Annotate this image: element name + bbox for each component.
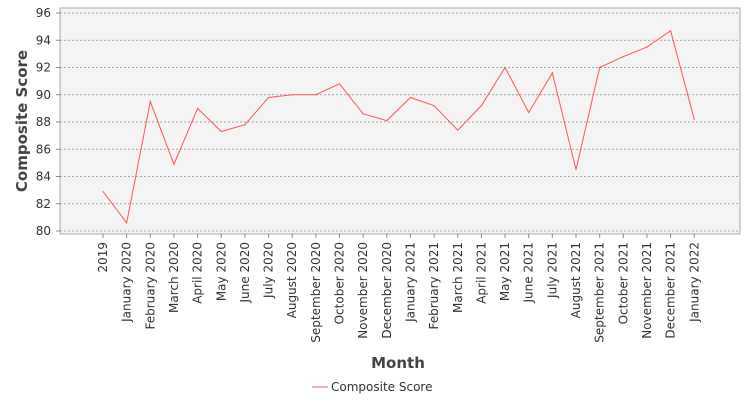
- data-point: [102, 190, 104, 193]
- x-tick-label: January 2021: [403, 242, 417, 323]
- x-tick-label: March 2020: [167, 242, 181, 313]
- data-point: [291, 94, 293, 96]
- data-point: [670, 30, 672, 32]
- x-axis-title: Month: [371, 354, 425, 372]
- data-point: [433, 105, 435, 107]
- x-tick-label: November 2020: [356, 242, 370, 339]
- series-line: [102, 29, 695, 225]
- data-point: [504, 66, 506, 69]
- data-point: [244, 124, 246, 126]
- x-tick-label: August 2020: [285, 242, 299, 318]
- x-tick-label: June 2020: [238, 242, 252, 304]
- data-point: [126, 222, 128, 224]
- y-tick-label: 80: [36, 224, 51, 238]
- y-tick-label: 84: [36, 170, 51, 184]
- data-point: [149, 100, 151, 103]
- x-tick-label: January 2022: [687, 242, 701, 323]
- data-point: [693, 118, 695, 120]
- plot-area: [59, 7, 741, 235]
- x-tick-label: December 2021: [664, 242, 678, 339]
- legend: Composite Score: [312, 380, 432, 394]
- y-axis-ticks: 80 82 84 86 88 90 92 94 96: [36, 6, 60, 238]
- grid-lines: [60, 12, 740, 232]
- y-tick-label: 94: [36, 33, 51, 47]
- y-tick-label: 96: [36, 6, 51, 20]
- data-point: [386, 120, 388, 122]
- x-tick-label: July 2020: [262, 242, 276, 299]
- data-point: [575, 169, 577, 171]
- x-tick-label: September 2021: [593, 242, 607, 343]
- data-point: [599, 66, 601, 69]
- y-tick-label: 82: [36, 197, 51, 211]
- y-tick-label: 92: [36, 61, 51, 75]
- data-point: [551, 72, 553, 74]
- data-point: [528, 111, 530, 114]
- x-tick-label: July 2021: [545, 242, 559, 299]
- x-tick-label: April 2021: [474, 242, 488, 304]
- x-tick-label: December 2020: [380, 242, 394, 339]
- y-tick-label: 86: [36, 142, 51, 156]
- data-point: [220, 130, 222, 133]
- data-point: [267, 96, 270, 99]
- x-tick-label: October 2021: [616, 242, 630, 324]
- x-tick-label: May 2020: [214, 242, 228, 301]
- data-point: [409, 96, 412, 99]
- data-point: [173, 163, 175, 165]
- x-tick-label: September 2020: [309, 242, 323, 343]
- data-point: [315, 94, 317, 96]
- x-axis-ticks: 2019 January 2020 February 2020 March 2020 A…: [96, 234, 701, 343]
- data-point: [338, 83, 341, 85]
- x-tick-label: March 2021: [451, 242, 465, 313]
- x-tick-label: November 2021: [640, 242, 654, 339]
- x-tick-label: October 2020: [333, 242, 347, 324]
- x-tick-label: May 2021: [498, 242, 512, 301]
- data-point: [362, 113, 364, 115]
- data-point: [646, 46, 648, 48]
- x-tick-label: June 2021: [522, 242, 536, 304]
- x-tick-label: February 2021: [427, 242, 441, 330]
- data-point: [197, 107, 199, 109]
- x-tick-label: 2019: [96, 242, 110, 273]
- data-point: [480, 105, 482, 107]
- series-layer: [102, 29, 695, 225]
- x-tick-label: January 2020: [120, 242, 134, 323]
- x-tick-label: February 2020: [143, 242, 157, 330]
- data-point: [622, 56, 624, 58]
- y-tick-label: 90: [36, 88, 51, 102]
- y-tick-label: 88: [36, 115, 51, 129]
- y-axis-title: Composite Score: [13, 50, 31, 192]
- data-point: [457, 129, 459, 131]
- x-tick-label: April 2020: [191, 242, 205, 304]
- x-tick-label: August 2021: [569, 242, 583, 318]
- legend-label: Composite Score: [331, 380, 432, 394]
